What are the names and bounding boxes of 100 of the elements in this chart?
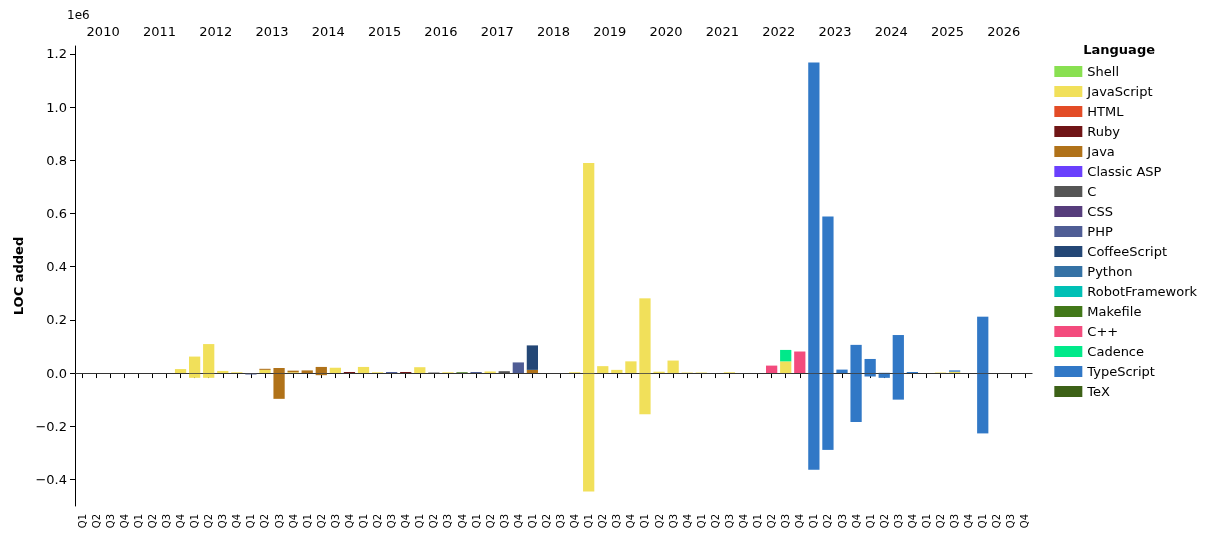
x-tick-label: Q3 — [386, 514, 398, 529]
legend-label: CSS — [1087, 204, 1113, 219]
legend-label: Classic ASP — [1087, 164, 1162, 179]
text: 1e6 — [67, 8, 90, 22]
x-tick-label: Q1 — [583, 514, 595, 529]
x-tick-label: Q2 — [709, 514, 721, 529]
text: 2015 — [368, 24, 402, 39]
legend-label: Shell — [1087, 64, 1120, 79]
text: 2019 — [593, 24, 627, 39]
x-tick-label: Q1 — [301, 514, 313, 529]
y-tick-label: −0.2 — [35, 418, 67, 434]
x-tick-label: Q4 — [400, 514, 412, 529]
x-tick-label: Q3 — [104, 514, 116, 529]
y-tick-label: 0.2 — [46, 312, 67, 328]
x-tick-label: Q2 — [90, 514, 102, 529]
x-tick-label: Q3 — [611, 514, 623, 529]
x-tick-label: Q4 — [231, 514, 243, 529]
x-tick-label: Q4 — [794, 514, 806, 529]
y-tick-label: 0.8 — [46, 152, 67, 168]
x-tick-label: Q2 — [822, 514, 834, 529]
x-tick-label: Q2 — [597, 514, 609, 529]
x-tick-label: Q4 — [118, 514, 130, 529]
x-tick-label: Q4 — [625, 514, 637, 529]
legend-label: C — [1087, 184, 1097, 199]
x-tick-label: Q1 — [470, 514, 482, 529]
x-tick-label: Q1 — [864, 514, 876, 529]
x-tick-label: Q3 — [949, 514, 961, 529]
x-tick-label: Q4 — [1019, 514, 1031, 529]
x-tick-label: Q2 — [372, 514, 384, 529]
x-tick-label: Q2 — [203, 514, 215, 529]
x-tick-label: Q2 — [540, 514, 552, 529]
legend-label: JavaScript — [1086, 84, 1153, 99]
x-tick-label: Q1 — [189, 514, 201, 529]
text: 2011 — [142, 24, 176, 39]
text: 2010 — [86, 24, 120, 39]
text: 2017 — [480, 24, 514, 39]
x-tick-label: Q3 — [273, 514, 285, 529]
x-tick-label: Q1 — [245, 514, 257, 529]
x-tick-label: Q1 — [695, 514, 707, 529]
x-tick-label: Q1 — [526, 514, 538, 529]
x-tick-label: Q2 — [991, 514, 1003, 529]
x-tick-label: Q1 — [414, 514, 426, 529]
legend-label: CoffeeScript — [1087, 244, 1168, 259]
x-tick-label: Q4 — [287, 514, 299, 529]
x-tick-label: Q3 — [723, 514, 735, 529]
x-tick-label: Q2 — [428, 514, 440, 529]
legend-label: HTML — [1087, 104, 1125, 119]
y-tick-label: −0.4 — [35, 471, 67, 487]
legend-label: Cadence — [1087, 344, 1145, 359]
x-tick-label: Q4 — [175, 514, 187, 529]
text: 2021 — [705, 24, 739, 39]
legend-label: TypeScript — [1086, 364, 1155, 379]
x-tick-label: Q1 — [639, 514, 651, 529]
x-tick-label: Q3 — [160, 514, 172, 529]
x-tick-label: Q3 — [892, 514, 904, 529]
x-tick-label: Q3 — [667, 514, 679, 529]
x-tick-label: Q4 — [569, 514, 581, 529]
legend-label: TeX — [1086, 384, 1111, 399]
x-tick-label: Q4 — [343, 514, 355, 529]
x-tick-label: Q2 — [653, 514, 665, 529]
x-tick-label: Q3 — [836, 514, 848, 529]
x-tick-label: Q2 — [146, 514, 158, 529]
text: 2018 — [536, 24, 571, 39]
y-tick-label: 1.0 — [46, 99, 67, 115]
x-tick-label: Q2 — [315, 514, 327, 529]
x-tick-label: Q4 — [512, 514, 524, 529]
text: 2016 — [424, 24, 458, 39]
x-tick-label: Q1 — [132, 514, 144, 529]
x-tick-label: Q1 — [76, 514, 88, 529]
legend-label: Makefile — [1087, 304, 1142, 319]
x-tick-label: Q3 — [217, 514, 229, 529]
legend-label: Ruby — [1087, 124, 1121, 139]
y-tick-label: 0.6 — [46, 206, 67, 222]
x-tick-label: Q2 — [935, 514, 947, 529]
x-tick-label: Q4 — [456, 514, 468, 529]
legend-label: RobotFramework — [1087, 284, 1198, 299]
text: 2012 — [199, 24, 233, 39]
x-tick-label: Q3 — [498, 514, 510, 529]
x-tick-label: Q3 — [329, 514, 341, 529]
x-tick-label: Q1 — [808, 514, 820, 529]
text: 2014 — [311, 24, 345, 39]
y-tick-label: 1.2 — [46, 46, 67, 62]
x-tick-label: Q3 — [1005, 514, 1017, 529]
x-tick-label: Q4 — [681, 514, 693, 529]
x-tick-label: Q4 — [737, 514, 749, 529]
legend-label: Python — [1087, 264, 1133, 279]
legend-title: Language — [1083, 42, 1156, 57]
x-tick-label: Q2 — [766, 514, 778, 529]
text: 2025 — [931, 24, 965, 39]
x-tick-label: Q1 — [977, 514, 989, 529]
x-tick-label: Q2 — [259, 514, 271, 529]
x-tick-label: Q4 — [906, 514, 918, 529]
x-tick-label: Q3 — [442, 514, 454, 529]
y-tick-label: 0.0 — [46, 365, 67, 381]
x-tick-label: Q2 — [484, 514, 496, 529]
x-tick-label: Q1 — [920, 514, 932, 529]
y-axis-title: LOC added — [10, 236, 26, 316]
x-tick-label: Q4 — [850, 514, 862, 529]
text: 2022 — [762, 24, 796, 39]
text: 2026 — [987, 24, 1021, 39]
